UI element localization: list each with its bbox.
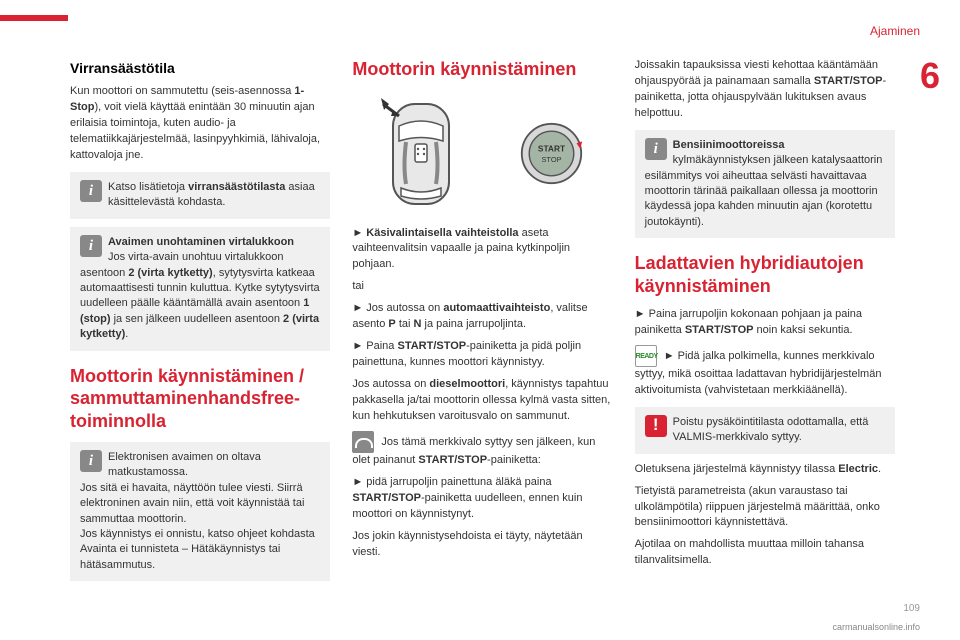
body-text: Ajotilaa on mahdollista muuttaa milloin … xyxy=(635,537,895,569)
preheat-coil-icon xyxy=(352,431,374,453)
body-text: Joissakin tapauksissa viesti kehottaa kä… xyxy=(635,58,895,122)
body-text: Oletuksena järjestelmä käynnistyy tilass… xyxy=(635,462,895,478)
body-text: Jos tämä merkkivalo syttyy sen jälkeen, … xyxy=(352,431,612,469)
body-text: tai xyxy=(352,279,612,295)
body-text: Tietyistä parametreista (akun varaustaso… xyxy=(635,484,895,532)
page-content: Virransäästötila Kun moottori on sammute… xyxy=(70,58,895,589)
info-box: i Avaimen unohtaminen virtalukkoon Jos v… xyxy=(70,227,330,351)
start-diagram: START STOP xyxy=(352,91,612,216)
footer-watermark: carmanualsonline.info xyxy=(832,622,920,632)
list-item: ► Jos autossa on automaattivaihteisto, v… xyxy=(352,301,612,333)
info-icon: i xyxy=(80,450,102,472)
start-stop-button-icon: START STOP xyxy=(519,121,584,186)
body-text: Kun moottori on sammutettu (seis-asennos… xyxy=(70,84,330,164)
ready-indicator-icon: READY xyxy=(635,345,657,367)
info-box: i Katso lisätietoja virransäästötilasta … xyxy=(70,172,330,219)
section-heading: Moottorin käynnistäminen xyxy=(352,58,612,81)
list-item: READY ► Pidä jalka polkimella, kunnes me… xyxy=(635,345,895,399)
column-right: Joissakin tapauksissa viesti kehottaa kä… xyxy=(635,58,895,589)
body-text: Jos autossa on dieselmoottori, käynnisty… xyxy=(352,377,612,425)
column-center: Moottorin käynnistäminen START xyxy=(352,58,612,589)
info-icon: i xyxy=(645,138,667,160)
subsection-heading: Virransäästötila xyxy=(70,58,330,78)
info-icon: i xyxy=(80,180,102,202)
list-item: ► Käsivalintaisella vaihteistolla aseta … xyxy=(352,226,612,274)
svg-text:START: START xyxy=(538,143,565,153)
svg-text:STOP: STOP xyxy=(541,154,561,163)
page-number: 109 xyxy=(903,603,920,614)
warning-box: ! Poistu pysäköintitilasta odottamalla, … xyxy=(635,407,895,454)
info-box: i Bensiinimoottoreissa kylmäkäynnistykse… xyxy=(635,130,895,238)
list-item: ► pidä jarrupoljin painettuna äläkä pain… xyxy=(352,475,612,523)
header-accent-bar xyxy=(0,15,68,21)
column-left: Virransäästötila Kun moottori on sammute… xyxy=(70,58,330,589)
section-label: Ajaminen xyxy=(870,24,920,38)
warning-icon: ! xyxy=(645,415,667,437)
list-item: ► Paina jarrupoljin kokonaan pohjaan ja … xyxy=(635,307,895,339)
info-box: i Elektronisen avaimen on oltava matkust… xyxy=(70,442,330,581)
car-top-icon xyxy=(381,96,461,211)
section-heading: Ladattavien hybridiautojen käynnistämine… xyxy=(635,252,895,297)
list-item: ► Paina START/STOP-painiketta ja pidä po… xyxy=(352,339,612,371)
info-icon: i xyxy=(80,235,102,257)
section-heading: Moottorin käynnistäminen / sammuttaminen… xyxy=(70,365,330,433)
chapter-number: 6 xyxy=(920,55,940,97)
body-text: Jos jokin käynnistysehdoista ei täyty, n… xyxy=(352,529,612,561)
